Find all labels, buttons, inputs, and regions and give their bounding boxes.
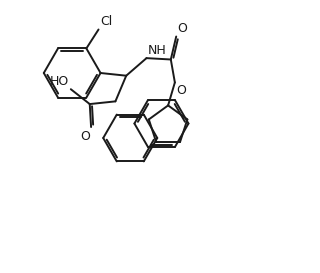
Text: HO: HO	[50, 75, 69, 88]
Text: NH: NH	[148, 44, 167, 57]
Text: O: O	[176, 84, 186, 97]
Text: Cl: Cl	[100, 15, 112, 28]
Text: O: O	[80, 130, 90, 143]
Text: O: O	[178, 22, 188, 35]
